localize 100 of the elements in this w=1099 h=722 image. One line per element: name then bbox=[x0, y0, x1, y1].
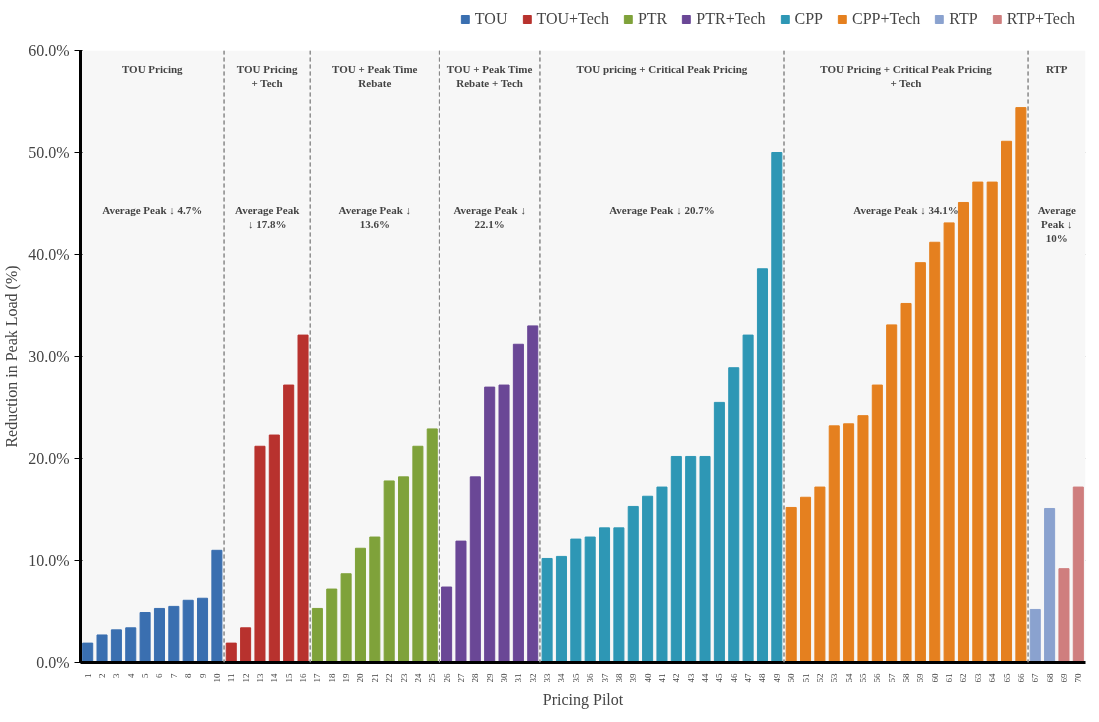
bar bbox=[96, 634, 108, 663]
bar bbox=[800, 496, 812, 663]
x-tick-label: 67 bbox=[1030, 673, 1041, 683]
bar bbox=[670, 455, 682, 663]
y-axis-title: Reduction in Peak Load (%) bbox=[3, 265, 22, 448]
bar bbox=[900, 302, 912, 663]
bar bbox=[211, 549, 223, 663]
bar bbox=[713, 401, 725, 663]
x-tick-label: 60 bbox=[929, 673, 940, 683]
legend-label: RTP bbox=[949, 10, 978, 28]
bar bbox=[584, 536, 596, 663]
x-tick-label: 11 bbox=[226, 673, 237, 683]
bar bbox=[656, 486, 668, 663]
annotation: Average Peak ↓ 4.7% bbox=[102, 203, 203, 216]
x-tick-label: 16 bbox=[298, 673, 309, 683]
x-tick-label: 38 bbox=[613, 673, 624, 683]
y-tick-label: 60.0% bbox=[28, 42, 70, 59]
x-tick-label: 50 bbox=[786, 673, 797, 683]
x-tick-label: 49 bbox=[771, 673, 782, 683]
x-tick-label: 14 bbox=[269, 673, 280, 683]
bar bbox=[398, 476, 410, 663]
x-tick-label: 17 bbox=[312, 673, 323, 683]
bar bbox=[254, 445, 266, 663]
bar bbox=[498, 384, 510, 663]
bar bbox=[283, 384, 295, 663]
bar bbox=[527, 325, 539, 663]
band-label: TOU Pricing bbox=[121, 62, 184, 75]
x-tick-label: 28 bbox=[470, 673, 481, 683]
bar bbox=[943, 222, 955, 663]
bar bbox=[828, 425, 840, 663]
annotation: Average Peak ↓ 10% bbox=[1037, 203, 1077, 245]
band-label: TOU Pricing + Critical Peak Pricing + Tech bbox=[820, 62, 993, 90]
bar bbox=[685, 455, 697, 663]
bar bbox=[455, 540, 467, 663]
annotation: Average Peak ↓ 22.1% bbox=[453, 203, 526, 230]
x-tick-label: 65 bbox=[1001, 673, 1012, 683]
bar bbox=[785, 506, 797, 663]
bar bbox=[182, 599, 194, 663]
bar bbox=[1058, 568, 1070, 663]
annotation: Average Peak ↓ 34.1% bbox=[853, 203, 959, 216]
bar bbox=[512, 343, 524, 663]
x-tick-label: 33 bbox=[542, 673, 553, 683]
x-tick-label: 21 bbox=[369, 673, 380, 683]
x-tick-label: 22 bbox=[384, 673, 395, 683]
bar bbox=[125, 627, 137, 663]
annotation: Average Peak ↓ 13.6% bbox=[338, 203, 412, 230]
legend-label: TOU+Tech bbox=[536, 10, 609, 28]
x-tick-label: 1 bbox=[82, 673, 93, 678]
bar bbox=[929, 241, 941, 663]
bar bbox=[914, 262, 926, 663]
x-tick-label: 8 bbox=[183, 673, 194, 678]
bar bbox=[541, 557, 553, 663]
bar bbox=[326, 588, 338, 663]
bar bbox=[570, 538, 582, 663]
y-tick-label: 40.0% bbox=[28, 246, 70, 263]
y-tick-label: 30.0% bbox=[28, 348, 70, 365]
x-tick-label: 5 bbox=[140, 673, 151, 678]
x-tick-label: 57 bbox=[886, 673, 897, 683]
x-tick-label: 29 bbox=[484, 673, 495, 683]
x-tick-label: 26 bbox=[441, 673, 452, 683]
x-tick-label: 12 bbox=[240, 673, 251, 683]
bar bbox=[742, 334, 754, 663]
x-tick-label: 2 bbox=[97, 673, 108, 678]
x-tick-label: 51 bbox=[800, 673, 811, 683]
x-tick-label: 4 bbox=[125, 673, 136, 678]
bar bbox=[297, 334, 309, 663]
bar bbox=[426, 428, 438, 663]
x-tick-label: 59 bbox=[915, 673, 926, 683]
y-tick-label: 50.0% bbox=[28, 144, 70, 161]
bar bbox=[871, 384, 883, 663]
bar bbox=[771, 152, 783, 663]
legend-label: CPP bbox=[794, 10, 823, 28]
x-tick-label: 68 bbox=[1044, 673, 1055, 683]
legend-label: PTR bbox=[637, 10, 668, 28]
x-tick-label: 3 bbox=[111, 673, 122, 678]
legend-label: RTP+Tech bbox=[1006, 10, 1075, 28]
x-tick-label: 58 bbox=[901, 673, 912, 683]
x-tick-label: 27 bbox=[455, 673, 466, 683]
annotation: Average Peak ↓ 17.8% bbox=[235, 203, 301, 230]
legend-label: TOU bbox=[474, 10, 508, 28]
bar bbox=[1015, 107, 1027, 663]
band-label: TOU + Peak Time Rebate + Tech bbox=[446, 62, 533, 90]
bar bbox=[441, 586, 453, 663]
bar bbox=[1029, 608, 1041, 663]
x-tick-label: 53 bbox=[829, 673, 840, 683]
bar bbox=[197, 597, 209, 663]
bar bbox=[728, 367, 740, 663]
x-tick-label: 39 bbox=[628, 673, 639, 683]
bar bbox=[469, 476, 481, 663]
x-tick-label: 70 bbox=[1073, 673, 1084, 683]
bar bbox=[110, 629, 122, 663]
bar bbox=[412, 445, 424, 663]
band-label: RTP bbox=[1045, 62, 1068, 75]
x-tick-label: 10 bbox=[211, 673, 222, 683]
y-tick-label: 0.0% bbox=[36, 654, 70, 671]
x-tick-label: 32 bbox=[527, 673, 538, 683]
x-tick-label: 18 bbox=[326, 673, 337, 683]
x-tick-label: 13 bbox=[254, 673, 265, 683]
bar bbox=[972, 181, 984, 663]
x-tick-label: 23 bbox=[398, 673, 409, 683]
